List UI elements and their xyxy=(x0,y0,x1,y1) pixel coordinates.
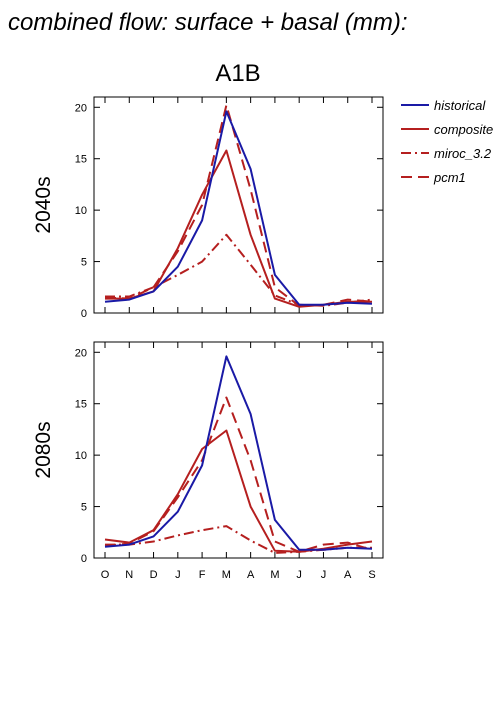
figure-title: combined flow: surface + basal (mm): xyxy=(8,9,407,36)
x-tick-label: N xyxy=(125,569,133,581)
legend-label-composite: composite xyxy=(434,122,493,137)
legend-label-pcm1: pcm1 xyxy=(433,170,466,185)
series-line-pcm1 xyxy=(104,104,373,307)
legend-label-miroc_3.2: miroc_3.2 xyxy=(434,146,492,161)
y-tick-label: 5 xyxy=(81,502,87,514)
y-tick-label: 20 xyxy=(75,347,87,359)
y-tick-label: 0 xyxy=(81,553,87,565)
x-tick-label: S xyxy=(368,569,375,581)
x-tick-label: D xyxy=(150,569,158,581)
y-tick-label: 10 xyxy=(75,450,87,462)
x-tick-label: J xyxy=(175,569,181,581)
y-tick-label: 15 xyxy=(75,399,87,411)
series-line-pcm1 xyxy=(104,396,373,553)
x-tick-label: F xyxy=(199,569,206,581)
y-tick-label: 5 xyxy=(81,257,87,269)
x-tick-label: M xyxy=(270,569,279,581)
x-tick-label: J xyxy=(321,569,327,581)
series-line-composite xyxy=(104,429,373,553)
x-tick-label: A xyxy=(247,569,255,581)
x-tick-label: O xyxy=(101,569,110,581)
row-label: 2080s xyxy=(32,421,55,478)
legend-label-historical: historical xyxy=(434,98,486,113)
y-tick-label: 10 xyxy=(75,205,87,217)
y-tick-label: 20 xyxy=(75,102,87,114)
chart-panels: 0 5 10 15 20 2040s 0 5 10 15 20 O N D J F M A M J J A S 2080s xyxy=(32,96,384,581)
plot-frame xyxy=(93,341,384,559)
row-label: 2040s xyxy=(32,176,55,233)
series-line-miroc_3.2 xyxy=(105,525,372,554)
y-tick-label: 0 xyxy=(81,308,87,320)
chart-panel-2040s: 0 5 10 15 20 2040s xyxy=(32,96,384,320)
series-line-composite xyxy=(105,149,372,308)
scenario-title: A1B xyxy=(215,60,260,87)
y-tick-label: 15 xyxy=(75,154,87,166)
legend: historical composite miroc_3.2 pcm1 xyxy=(401,98,493,185)
series-line-historical xyxy=(104,110,373,306)
x-tick-label: A xyxy=(344,569,352,581)
chart-panel-2080s: 0 5 10 15 20 O N D J F M A M J J A S 2080s xyxy=(32,341,384,581)
x-tick-label: M xyxy=(222,569,231,581)
series-line-historical xyxy=(104,355,373,551)
plot-frame xyxy=(93,96,384,314)
series-line-miroc_3.2 xyxy=(105,233,373,307)
x-tick-label: J xyxy=(296,569,302,581)
